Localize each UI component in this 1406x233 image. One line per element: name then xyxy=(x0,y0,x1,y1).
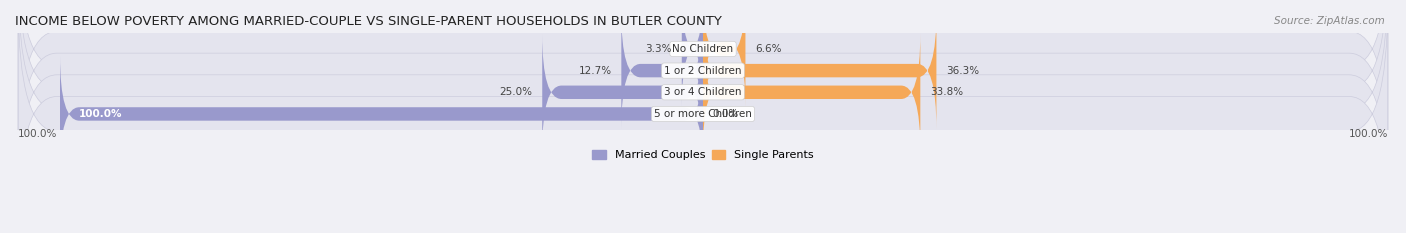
Text: 33.8%: 33.8% xyxy=(929,87,963,97)
Text: INCOME BELOW POVERTY AMONG MARRIED-COUPLE VS SINGLE-PARENT HOUSEHOLDS IN BUTLER : INCOME BELOW POVERTY AMONG MARRIED-COUPL… xyxy=(15,15,721,28)
Text: 5 or more Children: 5 or more Children xyxy=(654,109,752,119)
Text: 6.6%: 6.6% xyxy=(755,44,782,54)
Text: 100.0%: 100.0% xyxy=(18,129,58,139)
Text: 100.0%: 100.0% xyxy=(1348,129,1388,139)
Text: 100.0%: 100.0% xyxy=(79,109,122,119)
FancyBboxPatch shape xyxy=(621,12,703,129)
FancyBboxPatch shape xyxy=(18,0,1388,161)
Text: 25.0%: 25.0% xyxy=(499,87,533,97)
Text: 12.7%: 12.7% xyxy=(579,66,612,76)
FancyBboxPatch shape xyxy=(18,0,1388,183)
FancyBboxPatch shape xyxy=(60,56,703,172)
Text: No Children: No Children xyxy=(672,44,734,54)
FancyBboxPatch shape xyxy=(18,1,1388,226)
FancyBboxPatch shape xyxy=(682,0,703,107)
Text: 1 or 2 Children: 1 or 2 Children xyxy=(664,66,742,76)
FancyBboxPatch shape xyxy=(543,34,703,151)
FancyBboxPatch shape xyxy=(703,0,745,107)
Legend: Married Couples, Single Parents: Married Couples, Single Parents xyxy=(588,145,818,164)
FancyBboxPatch shape xyxy=(703,34,921,151)
Text: 3.3%: 3.3% xyxy=(645,44,672,54)
Text: 0.0%: 0.0% xyxy=(713,109,740,119)
FancyBboxPatch shape xyxy=(703,12,936,129)
Text: 36.3%: 36.3% xyxy=(946,66,979,76)
FancyBboxPatch shape xyxy=(18,0,1388,205)
Text: Source: ZipAtlas.com: Source: ZipAtlas.com xyxy=(1274,16,1385,26)
Text: 3 or 4 Children: 3 or 4 Children xyxy=(664,87,742,97)
